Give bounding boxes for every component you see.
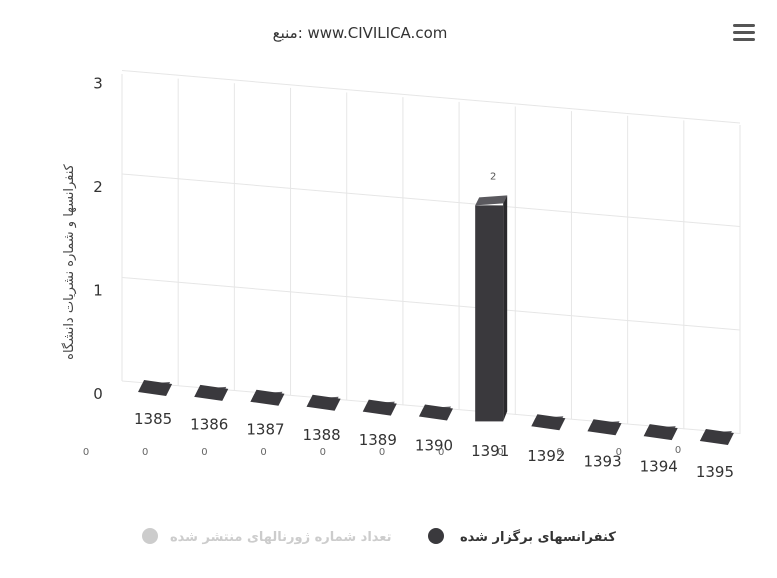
x-tick-label: 1393 — [583, 452, 621, 470]
bar-top — [475, 195, 508, 206]
bar — [531, 414, 566, 431]
bar — [250, 389, 285, 406]
bar — [419, 404, 453, 421]
x-tick-label: 1389 — [359, 431, 397, 449]
legend-item: کنفرانسهای برگزار شده — [460, 529, 616, 545]
grid-line — [121, 70, 741, 124]
x-tick-label: 1395 — [696, 463, 734, 481]
x-tick-label: 1387 — [246, 421, 284, 439]
chart-legend: کنفرانسهای برگزار شده تعداد شماره ژورناله… — [142, 528, 616, 545]
zero-value-label: 0 — [320, 447, 326, 458]
zero-labels: 0 0 0 0 0 0 0 0 0 0 0 — [83, 445, 681, 458]
zero-value-label: 0 — [142, 447, 148, 458]
chart-grid — [121, 70, 741, 435]
x-tick-label: 1392 — [527, 447, 565, 465]
legend-item: تعداد شماره ژورنالهای منتشر شده — [170, 530, 392, 545]
x-tick-label: 1394 — [640, 458, 678, 476]
grid-line — [121, 277, 741, 331]
x-tick-label: 1390 — [415, 437, 453, 455]
bar — [475, 205, 504, 422]
x-tick-label: 1391 — [471, 442, 509, 460]
bar — [643, 424, 678, 441]
bar-series: 2 — [138, 171, 734, 445]
zero-value-label: 0 — [438, 447, 444, 458]
x-axis-ticks: 1385 1386 1387 1388 1389 1390 1391 1392 1393 1394… — [134, 410, 734, 481]
y-tick-label: 2 — [93, 178, 103, 196]
x-tick-label: 1388 — [303, 426, 341, 444]
zero-value-label: 0 — [616, 447, 622, 458]
bar — [138, 380, 173, 396]
menu-icon[interactable] — [733, 24, 755, 42]
y-tick-label: 1 — [93, 282, 103, 300]
zero-value-label: 0 — [556, 447, 562, 458]
bar — [362, 399, 397, 416]
bar-value-label: 2 — [490, 171, 496, 182]
y-tick-label: 0 — [93, 385, 103, 403]
y-axis-title: کنفرانسها و شماره نشریات دانشگاه — [61, 163, 77, 359]
grid-line — [121, 173, 741, 228]
bar — [194, 384, 229, 401]
chart-title: منبع: www.CIVILICA.com — [273, 24, 448, 42]
bar — [587, 419, 622, 436]
legend-marker — [428, 528, 444, 544]
zero-value-label: 0 — [260, 447, 266, 458]
legend-marker — [142, 528, 158, 544]
bar-side — [503, 195, 508, 422]
zero-value-label: 0 — [675, 445, 681, 456]
zero-value-label: 0 — [497, 447, 503, 458]
zero-value-label: 0 — [83, 447, 89, 458]
bar — [699, 429, 734, 445]
y-tick-label: 3 — [93, 75, 103, 93]
zero-value-label: 0 — [201, 447, 207, 458]
zero-value-label: 0 — [379, 447, 385, 458]
x-tick-label: 1386 — [190, 415, 228, 433]
bar — [306, 394, 341, 411]
x-tick-label: 1385 — [134, 410, 172, 428]
y-axis-ticks: 0 1 2 3 — [93, 75, 103, 404]
